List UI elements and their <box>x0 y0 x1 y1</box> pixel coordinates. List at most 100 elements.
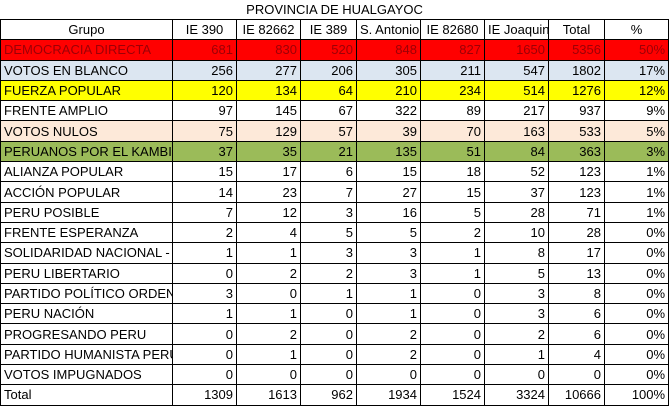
cell: 256 <box>172 59 237 81</box>
cell: 1613 <box>236 384 301 406</box>
cell: 0 <box>420 343 485 366</box>
cell: 1 <box>172 242 237 264</box>
cell: Total <box>548 18 605 41</box>
cell: 234 <box>420 79 485 102</box>
data-row: PARTIDO HUMANISTA PERU 0 1 0 2 0 1 4 0% <box>0 343 670 366</box>
cell: 0 <box>420 364 485 386</box>
cell: 848 <box>356 39 421 61</box>
cell: 1 <box>236 303 301 325</box>
cell: 3 <box>356 242 421 264</box>
cell: 1 <box>236 343 301 366</box>
header-row: Grupo IE 390 IE 82662 IE 389 S. Antonio IE 82… <box>0 18 670 41</box>
cell: 206 <box>300 59 357 81</box>
cell: 67 <box>300 100 357 122</box>
row-label: PERU NACIÓN <box>0 303 173 325</box>
cell: 5356 <box>548 39 605 61</box>
cell: 533 <box>548 120 605 142</box>
data-row: FRENTE AMPLIO 97 145 67 322 89 217 937 9% <box>0 100 670 122</box>
cell: 135 <box>356 140 421 163</box>
cell: 0 <box>300 323 357 345</box>
cell: 35 <box>236 140 301 163</box>
data-row: SOLIDARIDAD NACIONAL - U 1 1 3 3 1 8 17 0% <box>0 242 670 264</box>
cell: 1276 <box>548 79 605 102</box>
cell: 12% <box>603 79 670 102</box>
cell: 0 <box>236 364 301 386</box>
cell: 4 <box>236 221 301 244</box>
cell: IE 389 <box>300 18 357 41</box>
cell: 0 <box>172 323 237 345</box>
cell: 18 <box>420 161 485 183</box>
cell: 70 <box>420 120 485 142</box>
cell: 120 <box>172 79 237 102</box>
cell: 0% <box>603 242 670 264</box>
row-label: PARTIDO HUMANISTA PERU <box>0 343 173 366</box>
cell: 2 <box>356 343 421 366</box>
cell: 129 <box>236 120 301 142</box>
cell: 145 <box>236 100 301 122</box>
cell: 123 <box>548 161 605 183</box>
data-row: PROGRESANDO PERU 0 2 0 2 0 2 6 0% <box>0 323 670 345</box>
cell: 100% <box>603 384 670 406</box>
table-title: PROVINCIA DE HUALGAYOC <box>246 2 423 17</box>
cell: 1 <box>172 303 237 325</box>
cell: 0% <box>603 282 670 305</box>
cell: 1 <box>300 282 357 305</box>
data-row: ACCIÓN POPULAR 14 23 7 27 15 37 123 1% <box>0 181 670 203</box>
row-label: VOTOS EN BLANCO <box>0 59 173 81</box>
row-label: PARTIDO POLÍTICO ORDEN <box>0 282 173 305</box>
cell: 8 <box>484 242 549 264</box>
cell: 1 <box>420 262 485 284</box>
row-label: ACCIÓN POPULAR <box>0 181 173 203</box>
cell: 0 <box>300 343 357 366</box>
cell: 5 <box>420 201 485 223</box>
cell: 3324 <box>484 384 549 406</box>
cell: 1 <box>236 242 301 264</box>
cell: % <box>603 18 670 41</box>
cell: 0 <box>172 343 237 366</box>
row-label: FRENTE AMPLIO <box>0 100 173 122</box>
cell: 5 <box>356 221 421 244</box>
cell: 28 <box>548 221 605 244</box>
row-label: Grupo <box>0 18 173 41</box>
cell: 2 <box>172 221 237 244</box>
row-label: Total <box>0 384 173 406</box>
cell: 1 <box>484 343 549 366</box>
cell: 16 <box>356 201 421 223</box>
cell: IE 82680 <box>420 18 485 41</box>
data-row: PERU POSIBLE 7 12 3 16 5 28 71 1% <box>0 201 670 223</box>
data-row: PERU LIBERTARIO 0 2 2 3 1 5 13 0% <box>0 262 670 284</box>
cell: 0 <box>484 364 549 386</box>
row-label: VOTOS IMPUGNADOS <box>0 364 173 386</box>
row-label: PROGRESANDO PERU <box>0 323 173 345</box>
cell: 547 <box>484 59 549 81</box>
row-label: PERU POSIBLE <box>0 201 173 223</box>
cell: 0 <box>300 364 357 386</box>
cell: 0% <box>603 343 670 366</box>
cell: 75 <box>172 120 237 142</box>
cell: 15 <box>172 161 237 183</box>
cell: 9% <box>603 100 670 122</box>
cell: 2 <box>420 221 485 244</box>
cell: 71 <box>548 201 605 223</box>
cell: 2 <box>484 323 549 345</box>
cell: 27 <box>356 181 421 203</box>
cell: 3 <box>356 262 421 284</box>
cell: 1% <box>603 201 670 223</box>
cell: 52 <box>484 161 549 183</box>
row-label: FRENTE ESPERANZA <box>0 221 173 244</box>
cell: 827 <box>420 39 485 61</box>
data-row: FRENTE ESPERANZA 2 4 5 5 2 10 28 0% <box>0 221 670 244</box>
cell: 0% <box>603 221 670 244</box>
cell: 6 <box>300 161 357 183</box>
cell: 1934 <box>356 384 421 406</box>
cell: 3% <box>603 140 670 163</box>
cell: 1 <box>356 303 421 325</box>
cell: 1309 <box>172 384 237 406</box>
cell: 28 <box>484 201 549 223</box>
cell: 277 <box>236 59 301 81</box>
cell: 10 <box>484 221 549 244</box>
cell: 39 <box>356 120 421 142</box>
row-label: DEMOCRACIA DIRECTA <box>0 39 173 61</box>
cell: 520 <box>300 39 357 61</box>
